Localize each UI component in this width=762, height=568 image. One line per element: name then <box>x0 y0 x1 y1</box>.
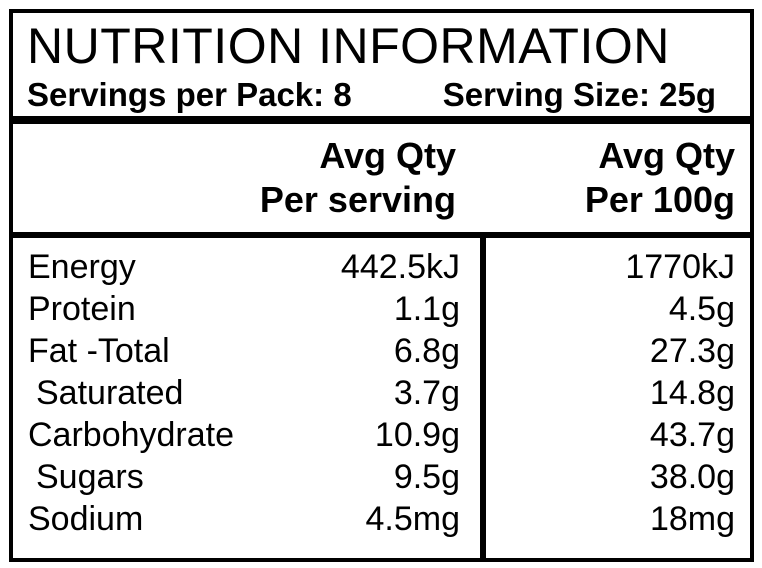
per-serving-value: 1.1g <box>393 290 460 328</box>
per-serving-header-line2: Per serving <box>259 179 456 220</box>
table-row-sodium: Sodium 4.5mg 18mg <box>13 498 750 540</box>
per-100g-value: 38.0g <box>649 458 735 496</box>
serving-size: Serving Size: 25g <box>442 76 716 113</box>
per-100g-header-line1: Avg Qty <box>598 135 735 176</box>
nutrient-name: Carbohydrate <box>28 416 235 454</box>
nutrient-table: Energy 442.5kJ 1770kJ Protein 1.1g 4.5g … <box>13 238 750 558</box>
nutrient-name: Fat -Total <box>28 332 170 370</box>
column-headers-section: Avg Qty Per serving Avg Qty Per 100g <box>13 124 750 238</box>
nutrient-name: Sodium <box>28 500 144 538</box>
per-serving-value: 6.8g <box>393 332 460 370</box>
per-serving-value: 442.5kJ <box>340 248 460 286</box>
table-row-saturated: Saturated 3.7g 14.8g <box>13 372 750 414</box>
nutrient-name: Protein <box>28 290 136 328</box>
table-row-sugars: Sugars 9.5g 38.0g <box>13 456 750 498</box>
per-100g-column-header: Avg Qty Per 100g <box>480 134 750 222</box>
per-100g-value: 27.3g <box>649 332 735 370</box>
table-row-fat-total: Fat -Total 6.8g 27.3g <box>13 330 750 372</box>
column-divider <box>480 238 486 558</box>
per-100g-value: 43.7g <box>649 416 735 454</box>
per-serving-value: 3.7g <box>393 374 460 412</box>
table-row-carbohydrate: Carbohydrate 10.9g 43.7g <box>13 414 750 456</box>
per-100g-value: 4.5g <box>668 290 735 328</box>
nutrient-name: Sugars <box>36 458 144 496</box>
per-serving-value: 10.9g <box>374 416 460 454</box>
servings-per-pack: Servings per Pack: 8 <box>27 76 352 113</box>
nutrition-panel: NUTRITION INFORMATION Servings per Pack:… <box>9 9 754 562</box>
per-serving-value: 4.5mg <box>365 500 461 538</box>
per-100g-value: 1770kJ <box>625 248 735 286</box>
label-title-section: NUTRITION INFORMATION Servings per Pack:… <box>13 13 750 124</box>
per-serving-value: 9.5g <box>393 458 460 496</box>
per-serving-header-line1: Avg Qty <box>319 135 456 176</box>
per-100g-value: 14.8g <box>649 374 735 412</box>
nutrient-name: Saturated <box>36 374 184 412</box>
servings-row: Servings per Pack: 8 Serving Size: 25g <box>27 76 716 114</box>
per-100g-header-line2: Per 100g <box>584 179 735 220</box>
per-serving-column-header: Avg Qty Per serving <box>13 134 480 222</box>
table-row-energy: Energy 442.5kJ 1770kJ <box>13 246 750 288</box>
label-title: NUTRITION INFORMATION <box>27 18 670 74</box>
table-row-protein: Protein 1.1g 4.5g <box>13 288 750 330</box>
per-100g-value: 18mg <box>649 500 735 538</box>
nutrient-name: Energy <box>28 248 136 286</box>
